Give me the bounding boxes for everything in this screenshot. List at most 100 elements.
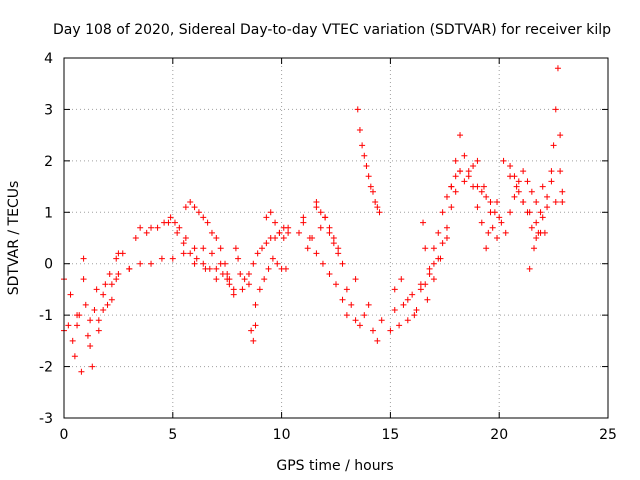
data-point [335,245,342,252]
data-point [259,245,266,252]
data-point [200,260,207,267]
x-tick-label: 0 [60,427,69,443]
data-point [426,265,433,272]
data-point [280,235,287,241]
data-point [167,214,174,221]
data-point [306,235,313,241]
data-point [219,271,226,277]
data-point [489,224,496,231]
data-point [430,260,437,267]
data-point [213,276,220,283]
data-point [452,188,459,195]
grid [64,58,608,418]
data-point [84,332,91,339]
data-point [74,322,81,329]
data-point [274,260,281,267]
data-point [154,224,161,231]
data-point [354,106,361,113]
data-point [359,142,366,149]
data-point [180,240,187,247]
data-point [443,224,450,231]
data-point [208,229,215,236]
data-point [448,204,455,211]
data-point [559,199,566,205]
data-point [313,199,320,205]
data-point [374,337,381,344]
data-point [452,173,459,180]
data-point [208,250,215,257]
data-point [326,271,333,277]
data-point [541,229,548,236]
data-point [174,229,181,236]
data-point [513,183,520,190]
data-point [326,224,333,231]
data-point [326,229,333,236]
data-point [554,65,561,72]
x-tick-label: 25 [599,427,617,443]
data-point [115,271,122,277]
data-point [417,281,424,288]
data-point [182,235,189,241]
data-point [104,301,111,308]
data-point [137,260,144,267]
data-point [267,209,274,216]
data-point [200,245,207,252]
data-point [87,343,94,349]
x-tick-label: 20 [490,427,508,443]
chart-title: Day 108 of 2020, Sidereal Day-to-day VTE… [53,22,611,38]
data-point [544,193,551,200]
data-point [557,168,564,175]
data-point [108,296,115,303]
data-point [533,199,540,205]
data-point [241,276,248,283]
data-point [448,183,455,190]
data-point [158,255,165,262]
data-point [226,276,233,283]
data-point [526,209,533,216]
data-point [191,260,198,267]
data-point [524,178,531,185]
data-point [248,327,255,334]
data-point [269,255,276,262]
data-point [500,157,507,164]
data-point [191,204,198,211]
data-point [487,209,494,216]
data-point [409,291,416,298]
data-point [474,157,481,164]
data-point [100,291,107,298]
data-point [452,157,459,164]
data-point [89,363,96,370]
y-tick-label: -2 [39,360,53,376]
data-point [426,271,433,277]
y-axis-label: SDTVAR / TECUs [6,181,22,296]
x-tick-label: 5 [168,427,177,443]
data-point [148,260,155,267]
data-point [339,296,346,303]
data-point [245,281,252,288]
data-point [285,224,292,231]
data-point [478,219,485,226]
data-point [352,276,359,283]
data-point [396,322,403,329]
x-tick-label: 15 [381,427,399,443]
data-point [176,224,183,231]
data-point [391,286,398,293]
data-point [239,286,246,293]
data-point [100,307,107,313]
data-point [335,250,342,257]
data-point [132,235,139,241]
data-point [507,163,514,169]
data-point [535,229,542,236]
data-point [548,168,555,175]
data-point [437,255,444,262]
data-point [317,224,324,231]
data-point [352,317,359,324]
data-point [424,296,431,303]
data-point [232,245,239,252]
data-point [113,255,120,262]
data-point [356,127,363,133]
data-point [108,281,115,288]
data-point [252,301,259,308]
data-point [439,240,446,247]
data-point [443,193,450,200]
